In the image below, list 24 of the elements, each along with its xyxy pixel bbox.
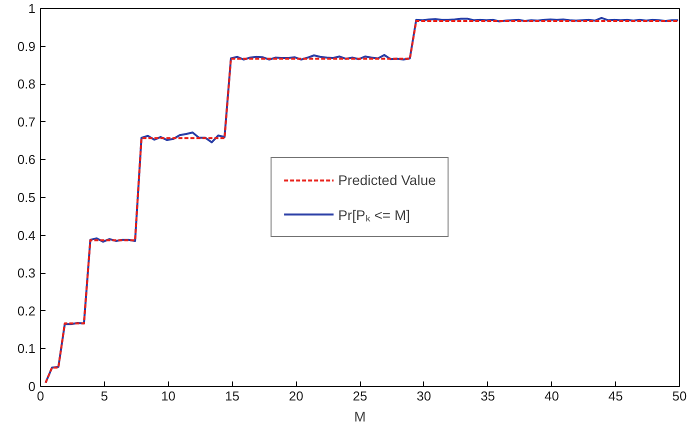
y-tick-label: 0.8 <box>17 76 36 92</box>
legend-label: Pr[Pₖ <= M] <box>338 206 410 224</box>
y-tick-label: 0.1 <box>17 341 36 356</box>
y-tick-label: 0.7 <box>17 114 36 130</box>
y-tick-label: 0.3 <box>17 266 36 281</box>
y-tick-label: 0.9 <box>17 38 36 54</box>
legend-label: Predicted Value <box>338 172 436 188</box>
x-tick-label: 15 <box>224 388 240 404</box>
x-tick-label: 30 <box>416 388 432 404</box>
y-tick-label: 0.4 <box>17 228 36 243</box>
x-tick-label: 25 <box>352 388 368 404</box>
x-tick-label: 40 <box>544 388 559 404</box>
x-axis-title: M <box>354 408 366 424</box>
x-tick-label: 35 <box>480 388 496 404</box>
x-tick-label: 20 <box>288 388 304 404</box>
y-tick-label: 0.5 <box>17 190 36 205</box>
y-tick-label: 0 <box>28 379 36 394</box>
x-tick-label: 10 <box>161 388 176 404</box>
y-tick-label: 0.2 <box>17 303 36 318</box>
y-tick-label: 0.6 <box>17 152 36 168</box>
x-tick-label: 50 <box>672 388 687 404</box>
x-tick-label: 45 <box>608 388 623 404</box>
x-tick-label: 5 <box>100 388 108 404</box>
y-tick-label: 1 <box>28 1 36 16</box>
